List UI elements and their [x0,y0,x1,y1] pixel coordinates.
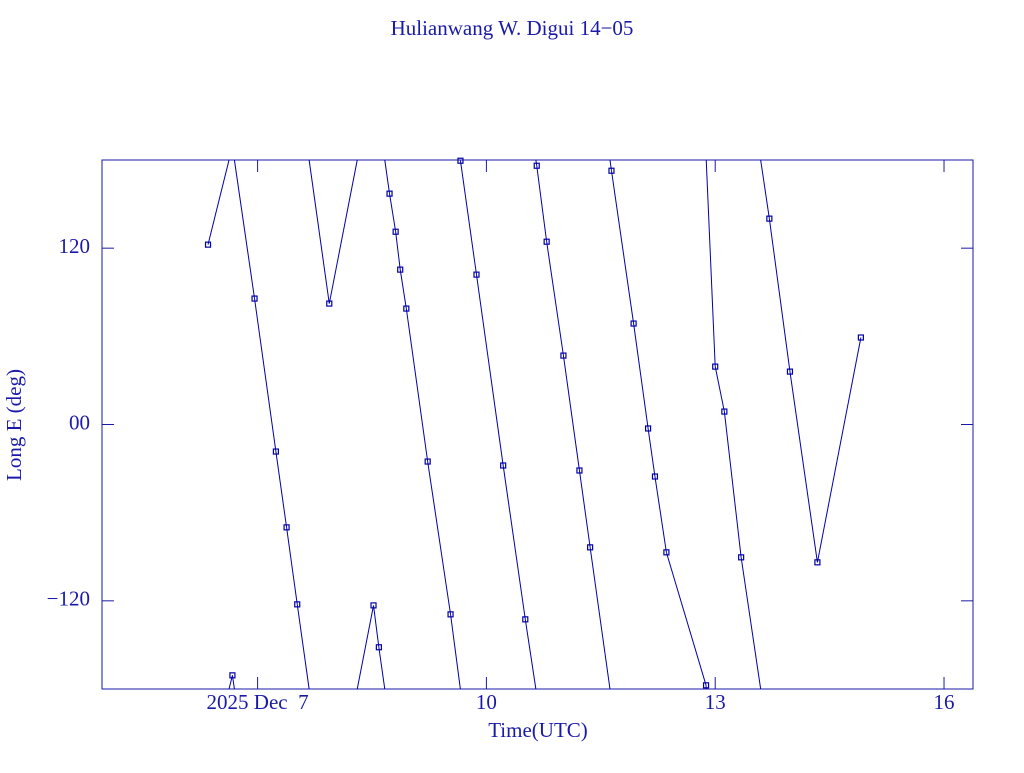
y-tick-label: 00 [69,410,90,434]
x-tick-label: 16 [934,690,955,714]
y-tick-label: −120 [47,587,90,611]
x-tick-label: 10 [476,690,497,714]
x-tick-label: 2025 Dec 7 [207,690,309,714]
chart-title: Hulianwang W. Digui 14−05 [391,16,634,40]
x-axis-label: Time(UTC) [488,718,588,742]
y-axis-label: Long E (deg) [2,369,26,481]
y-tick-label: 120 [59,234,91,258]
x-tick-label: 13 [705,690,726,714]
